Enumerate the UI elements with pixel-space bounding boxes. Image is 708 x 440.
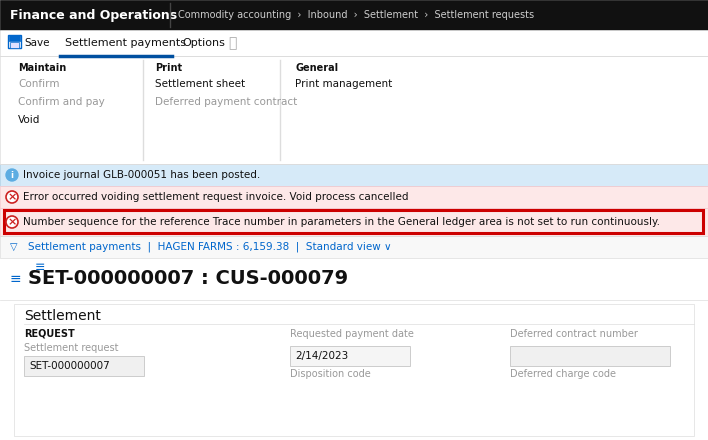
Bar xyxy=(0,56,708,164)
Text: ≡: ≡ xyxy=(35,261,45,275)
Text: Confirm: Confirm xyxy=(18,79,59,89)
Bar xyxy=(0,164,708,186)
Circle shape xyxy=(6,191,18,203)
Text: Settlement: Settlement xyxy=(24,309,101,323)
Text: Deferred charge code: Deferred charge code xyxy=(510,369,616,379)
Bar xyxy=(14,304,694,436)
Bar xyxy=(8,35,21,48)
Text: Settlement sheet: Settlement sheet xyxy=(155,79,245,89)
Bar xyxy=(0,0,708,30)
Bar xyxy=(0,30,708,56)
Bar xyxy=(290,346,410,366)
Text: ×: × xyxy=(7,217,17,227)
Text: Disposition code: Disposition code xyxy=(290,369,371,379)
Text: SET-000000007 : CUS-000079: SET-000000007 : CUS-000079 xyxy=(28,269,348,289)
Bar xyxy=(0,186,708,208)
Text: ×: × xyxy=(7,192,17,202)
Text: Print management: Print management xyxy=(295,79,392,89)
Text: Save: Save xyxy=(24,38,50,48)
Bar xyxy=(24,356,144,376)
Text: Finance and Operations: Finance and Operations xyxy=(10,8,177,22)
Bar xyxy=(0,208,708,236)
Bar xyxy=(510,346,670,366)
Text: Deferred payment contract: Deferred payment contract xyxy=(155,97,297,107)
Bar xyxy=(0,300,708,440)
Bar xyxy=(9,35,20,41)
Text: i: i xyxy=(11,170,13,180)
Text: ≡: ≡ xyxy=(10,272,22,286)
Text: Settlement payments  |  HAGEN FARMS : 6,159.38  |  Standard view ∨: Settlement payments | HAGEN FARMS : 6,15… xyxy=(28,242,392,252)
Text: Number sequence for the reference Trace number in parameters in the General ledg: Number sequence for the reference Trace … xyxy=(23,217,660,227)
Text: Maintain: Maintain xyxy=(18,63,67,73)
Bar xyxy=(0,236,708,258)
Text: General: General xyxy=(295,63,338,73)
Circle shape xyxy=(6,169,18,181)
Text: ▽: ▽ xyxy=(10,242,18,252)
Text: Settlement request: Settlement request xyxy=(24,343,118,353)
Bar xyxy=(4,210,703,233)
Text: ⌕: ⌕ xyxy=(228,36,236,50)
Text: Void: Void xyxy=(18,115,40,125)
Text: Invoice journal GLB-000051 has been posted.: Invoice journal GLB-000051 has been post… xyxy=(23,170,261,180)
Text: Settlement payments: Settlement payments xyxy=(65,38,186,48)
Text: Requested payment date: Requested payment date xyxy=(290,329,414,339)
Text: Error occurred voiding settlement request invoice. Void process cancelled: Error occurred voiding settlement reques… xyxy=(23,192,409,202)
Text: Print: Print xyxy=(155,63,182,73)
Text: Options: Options xyxy=(182,38,225,48)
Circle shape xyxy=(6,216,18,228)
Text: SET-000000007: SET-000000007 xyxy=(29,361,110,371)
Bar xyxy=(0,258,708,300)
Bar xyxy=(10,42,19,48)
Text: 2/14/2023: 2/14/2023 xyxy=(295,351,348,361)
Text: Confirm and pay: Confirm and pay xyxy=(18,97,105,107)
Text: REQUEST: REQUEST xyxy=(24,329,75,339)
Text: Commodity accounting  ›  Inbound  ›  Settlement  ›  Settlement requests: Commodity accounting › Inbound › Settlem… xyxy=(178,10,534,20)
Text: Deferred contract number: Deferred contract number xyxy=(510,329,638,339)
